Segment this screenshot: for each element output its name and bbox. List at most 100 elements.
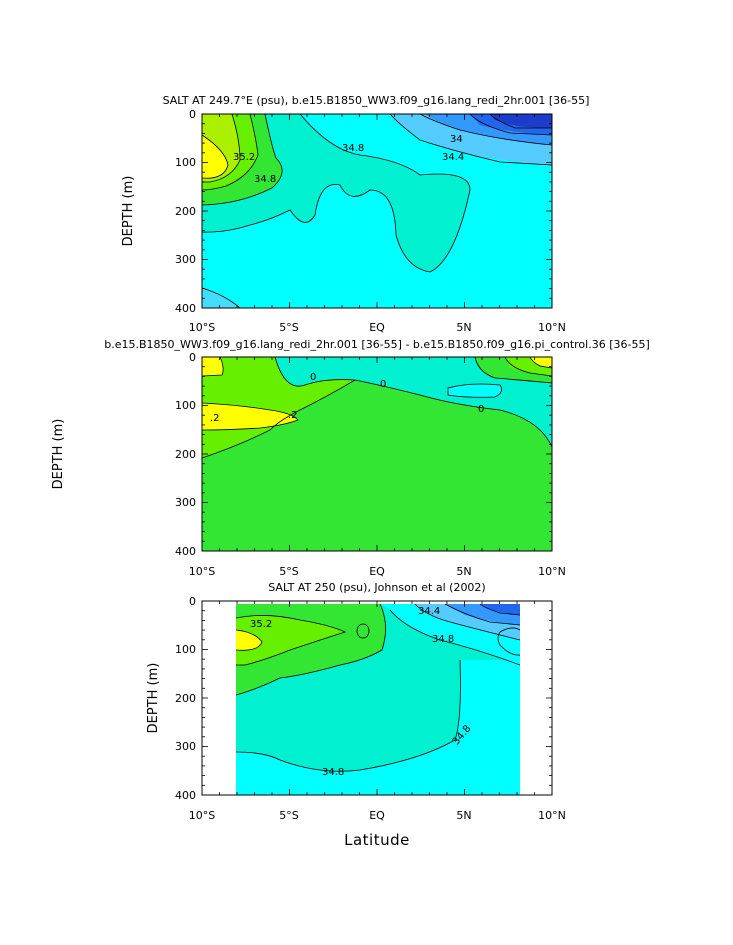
panel-1-contour-35-2 — [201, 113, 259, 191]
panel-1-xtick-0: 10°S — [189, 321, 215, 334]
panel-3-xtick-0: 10°S — [189, 809, 215, 822]
panel-2-plot: 0 0 0 .2 .2 — [201, 356, 553, 552]
panel-2-title: b.e15.B1850_WW3.f09_g16.lang_redi_2hr.00… — [104, 338, 650, 351]
panel-2-ylabel: DEPTH (m) — [51, 419, 66, 490]
panel-3-lightgreen-region — [236, 615, 345, 665]
panel-1-ytick-0: 0 — [189, 108, 196, 121]
panel-3-xtick-3: 5N — [456, 809, 471, 822]
panel-2-ytick-4: 400 — [175, 545, 196, 558]
panel-2-axes: DEPTH (m) 0 100 200 300 400 10°S 5°S EQ … — [51, 351, 566, 578]
panel-2-right-yellow — [530, 357, 552, 368]
panel-1-ytick-4: 400 — [175, 302, 196, 315]
panel-1-xtick-2: EQ — [369, 321, 385, 334]
panel-2-xtick-1: 5°S — [279, 565, 298, 578]
panel-3-ytick-4: 400 — [175, 789, 196, 802]
panel-3-contour-34-0 — [479, 603, 521, 616]
panel-1-corner-region — [202, 288, 240, 308]
panel-3-axes: DEPTH (m) 0 100 200 300 400 10°S 5°S EQ … — [146, 595, 566, 849]
panel-1-contour-corner — [201, 287, 241, 309]
panel-2-clabel-5: .2 — [288, 410, 298, 421]
panel-1-contour-35-6 — [201, 134, 229, 179]
panel-3-contour-bubble — [497, 627, 521, 656]
panel-1-xtick-3: 5N — [456, 321, 471, 334]
panel-2-clabel-1: 0 — [310, 372, 316, 383]
panel-2-contour-right-2 — [504, 356, 553, 377]
panel-2-cyan-bubble — [448, 384, 502, 398]
panel-2: b.e15.B1850_WW3.f09_g16.lang_redi_2hr.00… — [51, 338, 650, 578]
panel-2-ytick-1: 100 — [175, 399, 196, 412]
panel-3-ytick-3: 300 — [175, 740, 196, 753]
panel-2-xtick-0: 10°S — [189, 565, 215, 578]
panel-1-clabel-1: 35.2 — [233, 152, 255, 163]
panel-3: SALT AT 250 (psu), Johnson et al (2002) — [146, 581, 566, 849]
panel-1-clabel-2: 34.8 — [254, 174, 276, 185]
panel-3-contour-35-2 — [235, 615, 347, 666]
panel-2-yellow-band — [202, 403, 298, 430]
panel-3-contour-35-4 — [235, 629, 263, 651]
panel-1-ylabel: DEPTH (m) — [121, 176, 136, 247]
panel-1-xtick-1: 5°S — [279, 321, 298, 334]
panel-1-clabel-4: 34 — [450, 134, 463, 145]
panel-3-clabel-5: 34.8 — [322, 767, 344, 778]
panel-3-ylabel: DEPTH (m) — [146, 663, 161, 734]
panel-3-title: SALT AT 250 (psu), Johnson et al (2002) — [268, 581, 485, 594]
panel-1-clabel-5: 34.4 — [442, 152, 464, 163]
panel-2-contour-right-1 — [474, 356, 553, 384]
panel-1-contour-34-0 — [469, 113, 553, 136]
panel-3-xtick-4: 10°N — [538, 809, 566, 822]
panel-2-contour-corner — [201, 356, 224, 377]
panel-3-clabel-2: 34.4 — [418, 606, 440, 617]
panel-1-ytick-1: 100 — [175, 156, 196, 169]
panel-2-contour-zero — [274, 356, 553, 448]
panel-3-contour-35-0 — [235, 603, 386, 696]
panel-3-blue3-region — [480, 604, 520, 615]
tick-marks — [201, 113, 553, 796]
panel-2-contour-right-3 — [529, 356, 553, 369]
panel-2-ytick-3: 300 — [175, 496, 196, 509]
panel-2-contour-0-2 — [201, 402, 299, 431]
panel-1-xtick-4: 10°N — [538, 321, 566, 334]
panel-2-xtick-2: EQ — [369, 565, 385, 578]
panel-2-clabel-3: 0 — [478, 404, 484, 415]
panel-1-clabel-3: 34.8 — [342, 143, 364, 154]
panel-1-contour-34-4 — [389, 113, 553, 166]
panel-2-clabel-4: .2 — [210, 413, 220, 424]
panel-3-green-blob — [357, 624, 369, 638]
panel-3-xtick-2: EQ — [369, 809, 385, 822]
panel-2-ytick-2: 200 — [175, 448, 196, 461]
panel-3-ytick-1: 100 — [175, 643, 196, 656]
panel-1-contour-35-0 — [201, 113, 283, 206]
panel-2-clabel-2: 0 — [380, 379, 386, 390]
panel-3-yellow-region — [236, 630, 262, 651]
panel-2-lightgreen-region — [202, 357, 355, 458]
panel-1-axes: DEPTH (m) 0 100 200 300 400 10°S 5°S EQ … — [121, 108, 566, 334]
panel-3-clabel-3: 34.8 — [432, 634, 454, 645]
panel-2-xtick-3: 5N — [456, 565, 471, 578]
panel-1-ytick-2: 200 — [175, 205, 196, 218]
panel-1-plot: 35.2 34.8 34.8 34 34.4 — [201, 113, 553, 309]
panel-3-contour-34-2 — [444, 603, 521, 626]
panel-1: SALT AT 249.7°E (psu), b.e15.B1850_WW3.f… — [121, 94, 589, 334]
panel-1-ytick-3: 300 — [175, 253, 196, 266]
panel-2-ytick-0: 0 — [189, 351, 196, 364]
panel-2-contour-0-1 — [201, 379, 356, 459]
panel-2-contour-bubble — [447, 383, 503, 398]
panel-3-contour-34-8-lower — [235, 659, 461, 772]
panel-1-blue4-region — [490, 114, 552, 128]
panel-3-plot: 35.2 34.4 34.8 34.8 34.8 — [201, 600, 553, 796]
panel-1-title: SALT AT 249.7°E (psu), b.e15.B1850_WW3.f… — [163, 94, 590, 107]
panel-1-contour-34-8 — [201, 113, 471, 273]
panel-2-xtick-4: 10°N — [538, 565, 566, 578]
panel-1-contour-34-2 — [419, 113, 553, 146]
panel-3-clabel-1: 35.2 — [250, 619, 272, 630]
panel-3-xlabel: Latitude — [344, 831, 410, 849]
panel-2-yellow-corner — [202, 357, 224, 376]
panel-3-contour-blob — [356, 623, 370, 639]
panel-3-ytick-2: 200 — [175, 692, 196, 705]
panel-1-contour-35-4 — [202, 113, 241, 183]
panel-3-ytick-0: 0 — [189, 595, 196, 608]
panel-3-xtick-1: 5°S — [279, 809, 298, 822]
panel-1-contour-33-8 — [489, 113, 552, 129]
panel-1-yellow-region — [202, 135, 228, 179]
